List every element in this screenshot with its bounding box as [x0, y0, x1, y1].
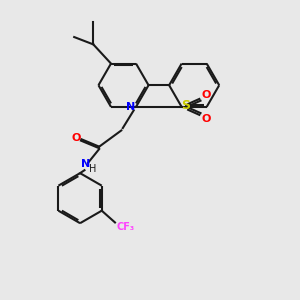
Text: O: O	[202, 114, 211, 124]
Text: O: O	[72, 133, 81, 143]
Text: CF₃: CF₃	[116, 222, 134, 232]
Text: H: H	[89, 164, 96, 174]
Text: N: N	[81, 159, 91, 169]
Text: N: N	[126, 102, 135, 112]
Text: S: S	[182, 99, 190, 112]
Text: O: O	[202, 90, 211, 100]
